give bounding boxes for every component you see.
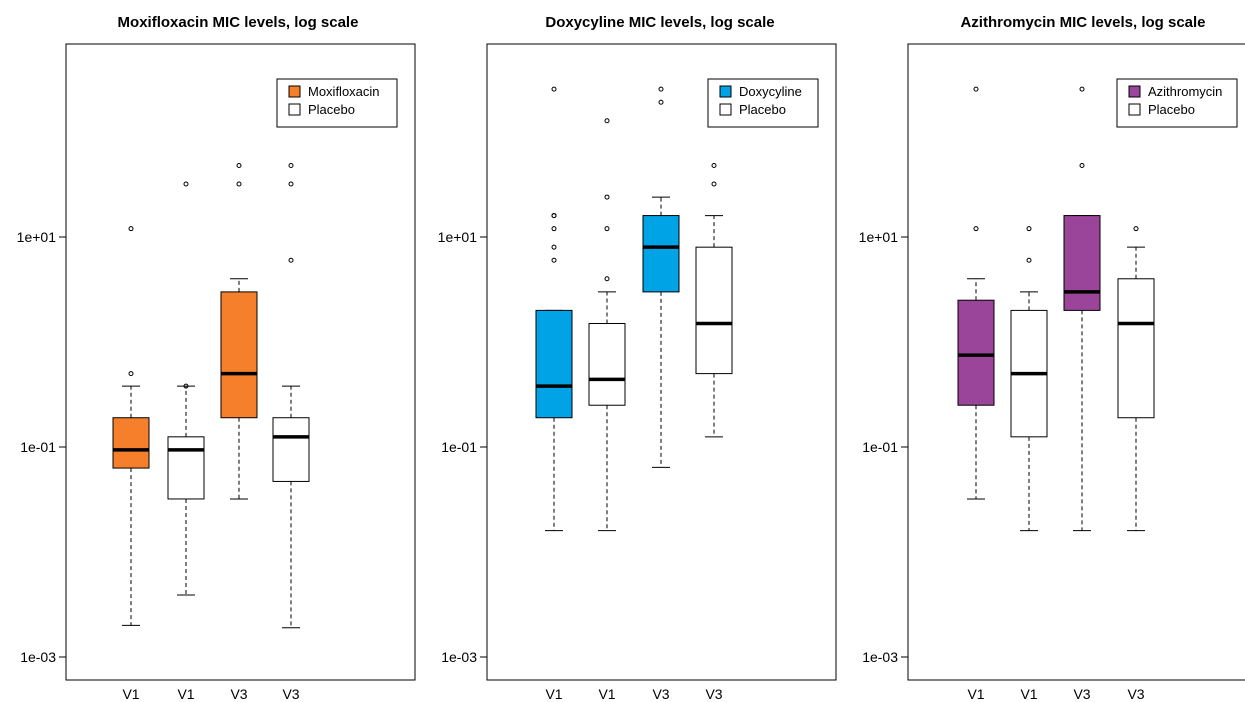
legend-swatch [1128,85,1141,98]
chart-title: Moxifloxacin MIC levels, log scale [118,14,359,31]
outlier-point [1079,86,1085,92]
box-body [535,309,573,419]
box-body [167,436,205,500]
box-body [1117,278,1155,419]
box-3 [220,162,258,500]
chart-title: Doxycyline MIC levels, log scale [545,14,774,31]
box-body [272,417,310,482]
outlier-point [1026,226,1032,232]
legend-label: Azithromycin [1148,84,1222,99]
plot-frame [486,43,837,681]
outlier-point [288,181,294,187]
box-body [220,291,258,419]
box-2 [588,118,626,532]
box-3 [1063,86,1101,532]
outlier-point [1026,257,1032,263]
x-tick-label: V1 [122,686,139,702]
legend-swatch [288,85,301,98]
x-tick-label: V3 [1127,686,1144,702]
y-tick-label: 1e+01 [438,229,478,245]
outlier-point [658,86,664,92]
box-2 [1010,226,1048,532]
outlier-point [128,226,134,232]
legend: Moxifloxacin Placebo [276,78,398,128]
outlier-point [973,86,979,92]
x-tick-label: V1 [545,686,562,702]
y-tick-label: 1e-01 [20,439,56,455]
x-tick-label: V1 [1020,686,1037,702]
x-tick-label: V3 [282,686,299,702]
x-tick-label: V3 [705,686,722,702]
y-tick-label: 1e-03 [862,649,898,665]
box-1 [535,86,573,532]
outlier-point [236,181,242,187]
outlier-point [288,162,294,168]
legend-swatch [288,103,301,116]
x-tick-label: V3 [1073,686,1090,702]
y-tick-label: 1e-03 [441,649,477,665]
y-tick-label: 1e-03 [20,649,56,665]
outlier-point [604,194,610,200]
outlier-point [551,86,557,92]
plot-frame [907,43,1245,681]
y-tick-label: 1e+01 [17,229,57,245]
outlier-point [551,257,557,263]
legend-label: Placebo [1148,102,1195,117]
outlier-point [551,213,557,219]
outlier-point [128,371,134,377]
outlier-point [183,383,189,389]
legend: Doxycyline Placebo [707,78,819,128]
box-4 [695,162,733,438]
outlier-point [551,226,557,232]
outlier-point [711,181,717,187]
box-1 [957,86,995,500]
legend-swatch [719,103,732,116]
box-body [112,417,150,469]
x-tick-label: V3 [230,686,247,702]
legend-swatch [719,85,732,98]
x-tick-label: V1 [598,686,615,702]
legend-swatch [1128,103,1141,116]
box-body [588,323,626,406]
outlier-point [604,276,610,282]
box-body [695,246,733,375]
x-tick-label: V1 [967,686,984,702]
box-4 [272,162,310,629]
chart-panel-2: Doxycyline MIC levels, log scale 1e-03 1e-… [438,14,837,702]
chart-title: Azithromycin MIC levels, log scale [960,14,1205,31]
outlier-point [1079,162,1085,168]
outlier-point [711,162,717,168]
y-tick-label: 1e-01 [862,439,898,455]
chart-panel-3: Azithromycin MIC levels, log scale 1e-03 1… [859,14,1245,702]
outlier-point [973,226,979,232]
box-1 [112,226,150,626]
outlier-point [236,162,242,168]
outlier-point [1133,226,1139,232]
y-tick-label: 1e-01 [441,439,477,455]
outlier-point [604,118,610,124]
plot-frame [65,43,416,681]
outlier-point [183,181,189,187]
outlier-point [288,257,294,263]
box-body [957,299,995,406]
legend-label: Placebo [308,102,355,117]
legend-label: Doxycyline [739,84,802,99]
legend-label: Placebo [739,102,786,117]
legend: Azithromycin Placebo [1116,78,1238,128]
box-4 [1117,226,1155,532]
box-body [1063,215,1101,311]
outlier-point [551,244,557,250]
box-2 [167,181,205,596]
box-3 [642,86,680,468]
outlier-point [604,226,610,232]
chart-panel-1: Moxifloxacin MIC levels, log scale 1e-03 1… [17,14,416,702]
legend-label: Moxifloxacin [308,84,380,99]
box-body [642,215,680,293]
y-tick-label: 1e+01 [859,229,899,245]
x-tick-label: V1 [177,686,194,702]
outlier-point [658,99,664,105]
x-tick-label: V3 [652,686,669,702]
